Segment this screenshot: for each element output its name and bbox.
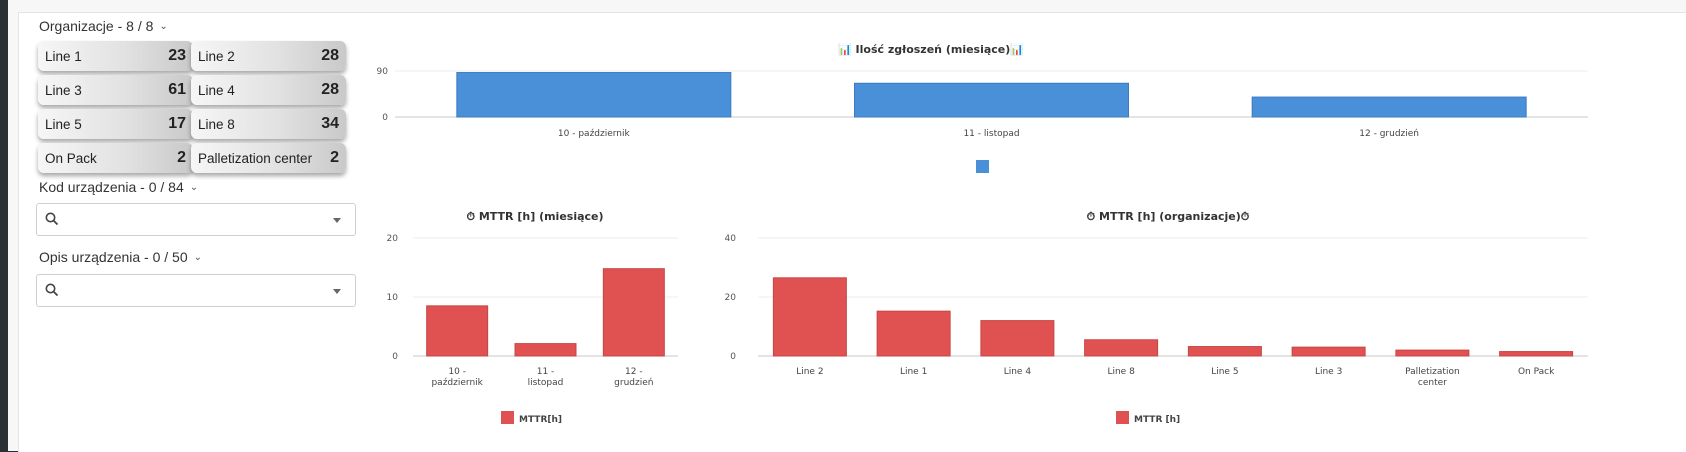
x-tick-label: 12 - — [625, 367, 643, 377]
org-filter-title: Organizacje - 8 / 8 — [39, 18, 154, 34]
x-tick-label: Line 4 — [1004, 367, 1032, 377]
y-tick-label: 10 — [387, 293, 399, 303]
search-icon — [45, 283, 59, 297]
device-code-input[interactable] — [65, 209, 309, 231]
device-code-filter-title: Kod urządzenia - 0 / 84 — [39, 179, 184, 195]
org-tile-on-pack[interactable]: On Pack 2 — [38, 143, 193, 173]
chart-title: 📊 Ilość zgłoszeń (miesiące)📊 — [838, 43, 1024, 56]
org-tile-count: 28 — [321, 81, 339, 98]
bar — [514, 343, 577, 357]
x-tick-label: Line 1 — [900, 367, 927, 377]
legend-swatch — [976, 160, 989, 173]
chart-title: ⏱ MTTR [h] (organizacje)⏱ — [1087, 210, 1250, 223]
legend-label: MTTR [h] — [1134, 415, 1180, 425]
device-desc-input[interactable] — [65, 280, 309, 302]
x-tick-label: Line 5 — [1211, 367, 1238, 377]
caret-down-icon[interactable] — [333, 289, 341, 294]
x-tick-label: 10 - — [448, 367, 466, 377]
bar — [854, 82, 1129, 118]
legend-label: MTTR[h] — [519, 415, 562, 425]
device-desc-filter-header[interactable]: Opis urządzenia - 0 / 50 ⌄ — [39, 249, 202, 265]
device-desc-select[interactable] — [36, 274, 356, 307]
bar — [456, 72, 732, 118]
org-tile-count: 23 — [168, 47, 186, 64]
x-tick-label: listopad — [528, 378, 564, 388]
org-filter-header[interactable]: Organizacje - 8 / 8 ⌄ — [39, 18, 168, 34]
y-tick-label: 0 — [730, 352, 736, 362]
y-tick-label: 40 — [725, 234, 737, 244]
org-tile-line-2[interactable]: Line 2 28 — [191, 41, 346, 71]
bar — [1395, 349, 1470, 357]
bar — [1187, 346, 1262, 357]
org-tile-label: Line 3 — [45, 82, 82, 98]
org-tile-count: 17 — [168, 115, 186, 132]
device-code-select[interactable] — [36, 203, 356, 236]
x-tick-label: Palletization — [1405, 367, 1460, 377]
bar — [980, 320, 1055, 357]
x-tick-label: center — [1418, 378, 1447, 388]
bar — [426, 305, 489, 357]
org-tile-line-8[interactable]: Line 8 34 — [191, 109, 346, 139]
bar — [772, 277, 847, 357]
bar — [1291, 346, 1366, 357]
bar — [602, 268, 665, 357]
main-panel: Organizacje - 8 / 8 ⌄ Line 1 23 Line 2 28 … — [18, 12, 1686, 452]
charts-area: 📊 Ilość zgłoszeń (miesiące)📊 0 90 10 - paźd… — [377, 43, 1588, 425]
device-code-filter-header[interactable]: Kod urządzenia - 0 / 84 ⌄ — [39, 179, 198, 195]
x-tick-label: grudzień — [614, 378, 653, 388]
org-tile-count: 2 — [177, 149, 186, 166]
chart-title: ⏱ MTTR [h] (miesiące) — [466, 210, 603, 223]
caret-down-icon[interactable] — [333, 218, 341, 223]
x-tick-label: 10 - październik — [558, 129, 631, 139]
org-tile-line-1[interactable]: Line 1 23 — [38, 41, 193, 71]
x-tick-label: październik — [431, 378, 483, 388]
search-icon — [45, 212, 59, 226]
org-tile-count: 2 — [330, 149, 339, 166]
x-tick-label: 11 - — [537, 367, 555, 377]
org-tile-label: Line 4 — [198, 82, 235, 98]
org-tile-count: 34 — [321, 115, 339, 132]
y-tick-label: 90 — [377, 67, 389, 77]
org-tile-label: Line 1 — [45, 48, 82, 64]
org-tile-palletization-center[interactable]: Palletization center 2 — [191, 143, 346, 173]
chevron-down-icon: ⌄ — [159, 20, 168, 32]
x-tick-label: Line 2 — [796, 367, 823, 377]
org-tile-label: Palletization center — [198, 150, 313, 166]
device-desc-filter-title: Opis urządzenia - 0 / 50 — [39, 249, 188, 265]
org-tile-label: Line 8 — [198, 116, 235, 132]
bar — [876, 310, 951, 357]
org-tile-line-5[interactable]: Line 5 17 — [38, 109, 193, 139]
y-tick-label: 20 — [387, 234, 399, 244]
org-tile-count: 28 — [321, 47, 339, 64]
x-tick-label: On Pack — [1518, 367, 1555, 377]
x-tick-label: 12 - grudzień — [1359, 129, 1419, 139]
chevron-down-icon: ⌄ — [189, 181, 199, 193]
bar — [1084, 339, 1159, 357]
legend-swatch — [1116, 411, 1129, 424]
x-tick-label: Line 8 — [1107, 367, 1135, 377]
dashboard: Organizacje - 8 / 8 ⌄ Line 1 23 Line 2 28 … — [8, 0, 1686, 452]
chevron-down-icon: ⌄ — [193, 251, 203, 263]
y-tick-label: 0 — [392, 352, 398, 362]
y-tick-label: 20 — [725, 293, 737, 303]
org-tile-label: Line 2 — [198, 48, 235, 64]
x-tick-label: Line 3 — [1315, 367, 1342, 377]
x-tick-label: 11 - listopad — [963, 129, 1019, 139]
bar — [1499, 351, 1574, 357]
legend-swatch — [501, 411, 514, 424]
org-tile-label: On Pack — [45, 150, 97, 166]
org-tile-line-3[interactable]: Line 3 61 — [38, 75, 193, 105]
org-tile-label: Line 5 — [45, 116, 82, 132]
org-tile-line-4[interactable]: Line 4 28 — [191, 75, 346, 105]
y-tick-label: 0 — [382, 113, 388, 123]
bar — [1251, 96, 1527, 118]
org-tile-count: 61 — [168, 81, 186, 98]
